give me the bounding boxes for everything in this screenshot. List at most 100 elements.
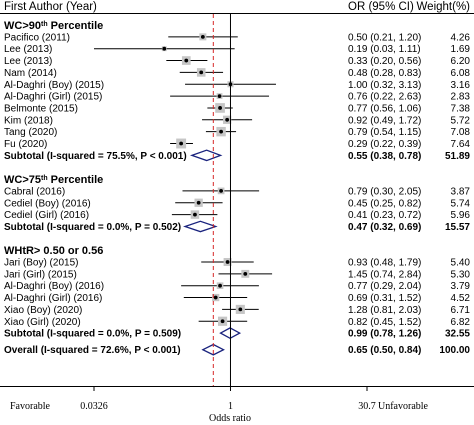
section-0-study-4-or-ci: 1.00 (0.32, 3.13): [348, 80, 421, 91]
section-0-study-6-point: [218, 106, 222, 110]
section-1-study-0-point: [219, 189, 223, 193]
section-1-study-1-weight: 5.74: [451, 198, 471, 209]
overall-weight: 100.00: [439, 345, 470, 356]
section-2-study-3-or-ci: 0.69 (0.31, 1.52): [348, 293, 421, 304]
section-0-study-9-weight: 7.64: [451, 139, 471, 150]
section-0-study-8-point: [219, 129, 223, 134]
section-2-study-1-label: Jari (Girl) (2015): [4, 269, 77, 280]
section-1-study-0-or-ci: 0.79 (0.30, 2.05): [348, 186, 421, 197]
section-1-study-1-or-ci: 0.45 (0.25, 0.82): [348, 198, 421, 209]
section-2-study-4-weight: 6.71: [451, 305, 471, 316]
section-1-subtotal-diamond: [183, 220, 218, 233]
section-0-study-9-or-ci: 0.29 (0.22, 0.39): [348, 139, 421, 150]
section-1-subtotal-or-ci: 0.47 (0.32, 0.69): [348, 222, 421, 233]
section-0-study-1-point: [162, 46, 167, 51]
section-2-subtotal-weight: 32.55: [445, 329, 470, 340]
section-0-study-3-or-ci: 0.48 (0.28, 0.83): [348, 68, 421, 79]
section-2-study-4-point: [238, 307, 243, 312]
section-2-study-0-or-ci: 0.93 (0.48, 1.79): [348, 258, 421, 269]
section-0-study-2-weight: 6.20: [451, 56, 471, 67]
overall-or-ci: 0.65 (0.50, 0.84): [348, 345, 421, 356]
section-0-study-2-label: Lee (2013): [4, 56, 52, 67]
section-0-study-0-weight: 4.26: [451, 32, 471, 43]
weight-column-header: Weight(%): [417, 1, 471, 13]
section-0-study-5-point: [217, 94, 222, 98]
section-2-study-0-label: Jari (Boy) (2015): [4, 258, 78, 269]
section-0-study-9-point: [179, 141, 184, 146]
section-0-study-7-or-ci: 0.92 (0.49, 1.72): [348, 115, 421, 126]
section-1-study-2-label: Cediel (Girl) (2016): [4, 210, 89, 221]
section-1-study-2-point: [193, 212, 197, 217]
section-0-study-7-point: [225, 117, 230, 122]
section-0-title: WC>90th Percentile: [4, 20, 103, 32]
section-0-study-3-point: [199, 70, 204, 75]
section-0-study-0-point: [200, 34, 205, 39]
section-2-study-2-weight: 3.79: [451, 281, 471, 292]
x-axis-label: Odds ratio: [209, 413, 251, 424]
section-0-study-6-weight: 7.38: [451, 103, 471, 114]
section-0-study-8-label: Tang (2020): [4, 127, 57, 138]
favorable-label: Favorable: [10, 401, 51, 412]
overall-label: Overall (I-squared = 72.6%, P < 0.001): [4, 345, 181, 356]
section-0-study-7-weight: 5.72: [451, 115, 471, 126]
section-1-study-0-label: Cabral (2016): [4, 186, 65, 197]
unfavorable-label: Unfavorable: [378, 401, 429, 412]
section-0-study-5-label: Al-Daghri (Girl) (2015): [4, 92, 102, 103]
section-0-study-0-label: Pacifico (2011): [4, 32, 70, 43]
section-0-study-6-label: Belmonte (2015): [4, 103, 78, 114]
section-0-study-1-weight: 1.69: [451, 44, 471, 55]
section-2-study-5-weight: 6.82: [451, 317, 471, 328]
section-0-subtotal-diamond: [189, 149, 223, 162]
section-0-subtotal-or-ci: 0.55 (0.38, 0.78): [348, 151, 421, 162]
section-1-study-1-point: [196, 200, 201, 205]
section-2-study-4-or-ci: 1.28 (0.81, 2.03): [348, 305, 421, 316]
section-2-study-1-or-ci: 1.45 (0.74, 2.84): [348, 269, 421, 280]
section-1-title: WC>75th Percentile: [4, 174, 103, 186]
section-2-study-5-label: Xiao (Girl) (2020): [4, 317, 81, 328]
section-0-study-1-label: Lee (2013): [4, 44, 52, 55]
or-column-header: OR (95% CI): [348, 1, 414, 13]
section-0-subtotal-label: Subtotal (I-squared = 75.5%, P < 0.001): [4, 151, 187, 162]
section-1-subtotal-label: Subtotal (I-squared = 0.0%, P = 0.502): [4, 222, 181, 233]
section-1-subtotal-weight: 15.57: [445, 222, 470, 233]
section-0-study-4-label: Al-Daghri (Boy) (2015): [4, 80, 104, 91]
section-0-study-4-weight: 3.16: [451, 80, 471, 91]
section-0-study-5-weight: 2.83: [451, 92, 471, 103]
section-2-study-3-label: Al-Daghri (Girl) (2016): [4, 293, 102, 304]
section-0-study-8-or-ci: 0.79 (0.54, 1.15): [348, 127, 421, 138]
section-2-study-0-point: [225, 260, 230, 264]
section-0-study-8-weight: 7.08: [451, 127, 471, 138]
section-2-study-1-point: [243, 271, 248, 276]
author-column-header: First Author (Year): [4, 1, 97, 13]
section-0-study-2-point: [184, 58, 189, 63]
section-0-study-1-or-ci: 0.19 (0.03, 1.11): [348, 44, 421, 55]
x-tick-label-0: 0.0326: [80, 401, 108, 412]
section-2-study-5-or-ci: 0.82 (0.45, 1.52): [348, 317, 421, 328]
section-0-study-3-weight: 6.08: [451, 68, 471, 79]
section-2-subtotal-or-ci: 0.99 (0.78, 1.26): [348, 329, 421, 340]
section-0-study-6-or-ci: 0.77 (0.56, 1.06): [348, 103, 421, 114]
section-0-study-7-label: Kim (2018): [4, 115, 53, 126]
section-1-study-0-weight: 3.87: [451, 186, 471, 197]
x-tick-label-1: 1: [228, 401, 233, 412]
section-0-study-0-or-ci: 0.50 (0.21, 1.20): [348, 32, 421, 43]
section-2-study-2-point: [218, 283, 222, 288]
section-1-study-1-label: Cediel (Boy) (2016): [4, 198, 91, 209]
section-2-title: WHtR> 0.50 or 0.56: [4, 245, 103, 257]
section-0-study-9-label: Fu (2020): [4, 139, 47, 150]
section-1-study-2-weight: 5.96: [451, 210, 471, 221]
section-2-study-2-label: Al-Daghri (Boy) (2016): [4, 281, 104, 292]
section-2-study-3-point: [213, 295, 218, 300]
section-2-study-5-point: [220, 319, 225, 324]
section-2-subtotal-label: Subtotal (I-squared = 0.0%, P = 0.509): [4, 329, 181, 340]
section-2-study-1-weight: 5.30: [451, 269, 471, 280]
section-2-study-2-or-ci: 0.77 (0.29, 2.04): [348, 281, 421, 292]
section-2-study-4-label: Xiao (Boy) (2020): [4, 305, 82, 316]
section-0-study-5-or-ci: 0.76 (0.22, 2.63): [348, 92, 421, 103]
section-0-study-3-label: Nam (2014): [4, 68, 57, 79]
overall-diamond: [201, 343, 225, 356]
section-0-subtotal-weight: 51.89: [445, 151, 470, 162]
section-2-study-0-weight: 5.40: [451, 258, 471, 269]
